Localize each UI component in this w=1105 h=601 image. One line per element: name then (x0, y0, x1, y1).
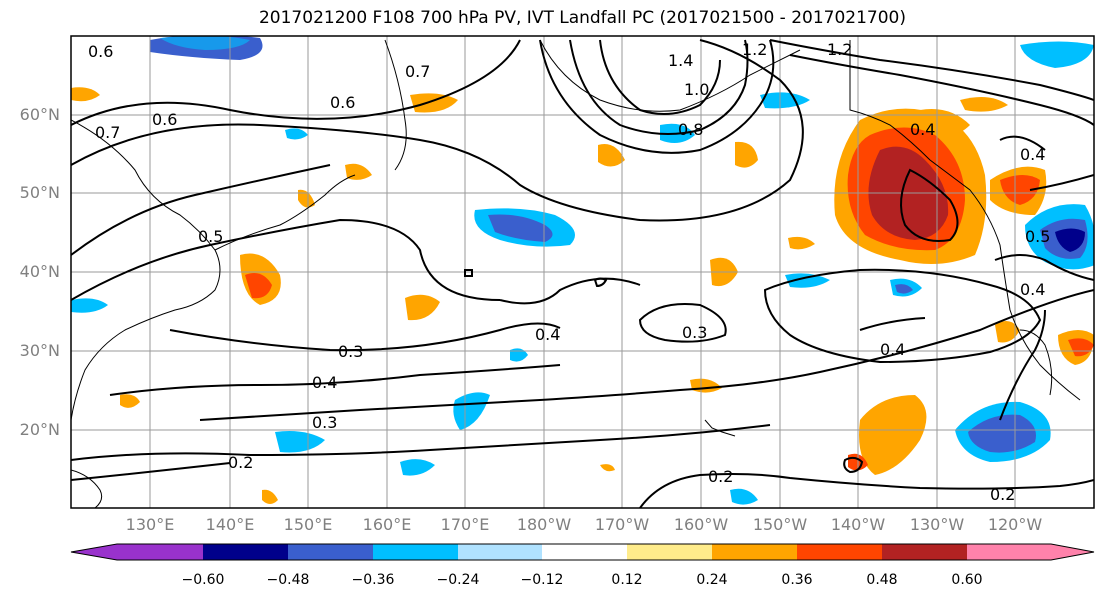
colorbar-tick: 0.60 (951, 572, 983, 588)
colorbar (70, 543, 1095, 561)
contour-label: 0.5 (198, 227, 223, 246)
plot-frame (70, 35, 1095, 509)
lon-label: 120°W (987, 515, 1043, 534)
contour-label: 1.2 (827, 40, 852, 59)
lon-label: 160°E (362, 515, 412, 534)
contour-label: 0.3 (338, 342, 363, 361)
contour-label: 0.6 (330, 93, 355, 112)
colorbar-tick: 0.12 (611, 572, 643, 588)
colorbar-cell (797, 544, 882, 560)
contour-label: 0.2 (228, 453, 253, 472)
contour-label: 0.4 (1020, 280, 1045, 299)
contour-label: 0.4 (312, 373, 337, 392)
contour-label: 0.6 (152, 110, 177, 129)
contour-labels: 0.6 0.7 0.6 0.6 0.7 0.5 1.4 1.2 1.2 1.0 … (88, 40, 1050, 504)
pv-contours (71, 39, 1094, 508)
contour-label: 0.4 (535, 325, 560, 344)
contour-label: 0.6 (88, 42, 113, 61)
contour-label: 0.4 (1020, 145, 1045, 164)
colorbar-tick: −0.48 (266, 572, 310, 588)
lon-label: 170°E (440, 515, 490, 534)
contour-label: 0.7 (95, 123, 120, 142)
colorbar-cell (71, 544, 117, 560)
lat-label: 20°N (19, 420, 60, 439)
colorbar-cell (458, 544, 542, 560)
contour-label: 1.0 (684, 80, 709, 99)
lat-label: 60°N (19, 105, 60, 124)
map-title: 2017021200 F108 700 hPa PV, IVT Landfall… (258, 8, 906, 28)
colorbar-tick: −0.60 (181, 572, 225, 588)
contour-label: 0.2 (990, 485, 1015, 504)
colorbar-tick: −0.36 (351, 572, 395, 588)
contour-label: 0.2 (708, 467, 733, 486)
lon-label: 150°E (283, 515, 333, 534)
lon-label: 150°W (752, 515, 808, 534)
lat-label: 40°N (19, 262, 60, 281)
lon-label: 130°W (909, 515, 965, 534)
lon-label: 130°E (125, 515, 175, 534)
colorbar-cell (373, 544, 458, 560)
colorbar-cell (117, 544, 203, 560)
colorbar-cell (882, 544, 967, 560)
colorbar-cell (1051, 544, 1094, 560)
contour-label: 1.4 (668, 51, 693, 70)
colorbar-tick: −0.12 (520, 572, 564, 588)
contour-label: 0.8 (678, 120, 703, 139)
filled-anomalies (71, 36, 1094, 505)
contour-label: 0.7 (405, 62, 430, 81)
colorbar-cell (542, 544, 627, 560)
lat-label: 30°N (19, 341, 60, 360)
colorbar-tick: 0.36 (781, 572, 813, 588)
contour-label: 0.3 (312, 413, 337, 432)
lon-label: 140°E (205, 515, 255, 534)
colorbar-cell (627, 544, 712, 560)
colorbar-cell (203, 544, 288, 560)
contour-label: 0.5 (1025, 227, 1050, 246)
lon-label: 140°W (830, 515, 886, 534)
contour-label: 0.4 (910, 120, 935, 139)
colorbar-cell (967, 544, 1051, 560)
colorbar-tick: 0.24 (696, 572, 728, 588)
colorbar-tick: 0.48 (866, 572, 898, 588)
contour-label: 1.2 (742, 40, 767, 59)
colorbar-tick: −0.24 (436, 572, 480, 588)
graticule (71, 36, 1094, 508)
colorbar-cell (712, 544, 797, 560)
colorbar-cell (288, 544, 373, 560)
lon-label: 160°W (673, 515, 729, 534)
contour-label: 0.4 (880, 340, 905, 359)
lat-label: 50°N (19, 183, 60, 202)
contour-label: 0.3 (682, 323, 707, 342)
lon-label: 170°W (594, 515, 650, 534)
lon-label: 180°W (516, 515, 572, 534)
